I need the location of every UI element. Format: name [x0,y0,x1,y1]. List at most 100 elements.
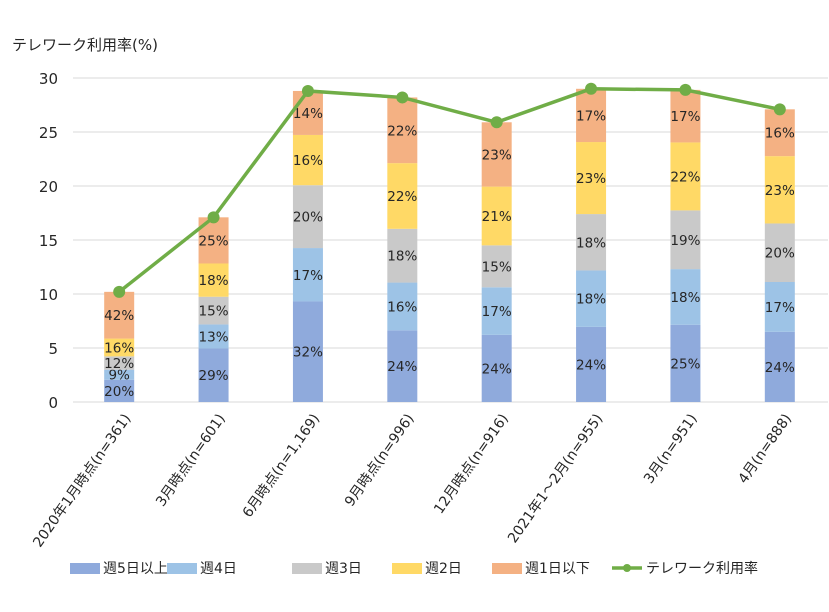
bar-segment [104,356,135,370]
x-tick-label: 3月(n=951) [641,411,701,487]
bar-segment [576,270,607,327]
data-label: 17% [576,108,606,124]
bar-segment [670,324,701,402]
bar-segment [481,245,512,288]
bar-segment [198,348,229,402]
bar-segment [387,97,418,164]
data-label: 20% [765,246,795,262]
data-label: 14% [293,106,323,122]
legend-swatch [392,563,422,574]
bar-segment [104,338,135,357]
y-tick-label: 20 [39,178,58,196]
y-tick-label: 0 [48,394,58,412]
legend-swatch [292,563,322,574]
legend-label: 週3日 [325,561,362,577]
data-label: 17% [482,304,512,320]
bar-segment [198,263,229,297]
legend-swatch [70,563,100,574]
bar-segment [576,214,607,271]
line-point [301,84,314,97]
line-point [490,116,503,129]
bar-segment [104,369,135,380]
legend-swatch [492,563,522,574]
bar-segment [764,109,795,157]
bar-segment [670,89,701,143]
legend-line-marker [623,564,631,572]
y-axis-title: テレワーク利用率(%) [12,36,158,54]
y-tick-label: 15 [39,232,58,250]
data-label: 25% [199,233,229,249]
y-tick-label: 10 [39,286,58,304]
bar-segment [670,142,701,211]
data-label: 16% [104,340,134,356]
line-point [396,91,409,104]
y-tick-label: 5 [48,340,58,358]
data-label: 23% [482,147,512,163]
data-label: 42% [104,308,134,324]
bar-segment [670,269,701,325]
line-point [773,103,786,116]
y-tick-label: 25 [39,124,58,142]
x-tick-label: 2020年1月時点(n=361) [30,411,134,550]
legend-swatch [167,563,197,574]
data-label: 21% [482,209,512,225]
data-label: 29% [199,368,229,384]
data-label: 22% [670,169,700,185]
bar-segment [764,282,795,332]
data-label: 9% [108,368,130,384]
data-label: 17% [293,268,323,284]
data-label: 24% [576,357,606,373]
line-point [585,82,598,95]
line-point [679,83,692,96]
data-label: 18% [576,292,606,308]
bar-segment [387,163,418,229]
data-label: 20% [293,210,323,226]
data-label: 15% [199,304,229,320]
bar-segment [764,156,795,224]
data-label: 19% [670,233,700,249]
bar-segment [481,334,512,402]
bar-segment [292,134,323,186]
legend-label: テレワーク利用率 [646,560,758,577]
x-tick-label: 12月時点(n=916) [431,411,512,517]
bar-segment [387,228,418,283]
line-point [207,211,220,224]
data-label: 16% [293,153,323,169]
x-tick-label: 9月時点(n=996) [342,411,418,510]
bar-segment [576,326,607,402]
x-tick-label: 4月(n=888) [735,411,795,487]
data-label: 22% [387,189,417,205]
bar-segment [292,301,323,402]
x-tick-label: 6月時点(n=1,169) [240,411,323,521]
data-label: 16% [765,126,795,142]
bar-segment [670,210,701,270]
data-label: 22% [387,123,417,139]
bar-segment [481,287,512,335]
data-label: 23% [576,171,606,187]
bar-segment [292,185,323,249]
data-label: 18% [576,235,606,251]
data-label: 17% [670,109,700,125]
data-label: 12% [104,356,134,372]
bar-segment [764,223,795,283]
x-tick-label: 3月時点(n=601) [153,411,229,510]
data-label: 18% [387,249,417,265]
legend-label: 週5日以上 [103,561,168,577]
data-label: 13% [199,329,229,345]
bar-segment [387,282,418,331]
data-label: 25% [670,356,700,372]
bar-segment [198,324,229,349]
bar-segment [387,330,418,402]
bar-segment [764,331,795,402]
data-label: 18% [670,290,700,306]
bar-segment [104,291,135,339]
data-label: 15% [482,259,512,275]
bar-segment [292,90,323,135]
x-tick-label: 2021年1～2月(n=955) [505,411,606,546]
data-label: 17% [765,300,795,316]
bar-segment [481,122,512,187]
line-point [113,285,126,298]
line-series [118,87,781,294]
legend-label: 週1日以下 [525,561,590,577]
